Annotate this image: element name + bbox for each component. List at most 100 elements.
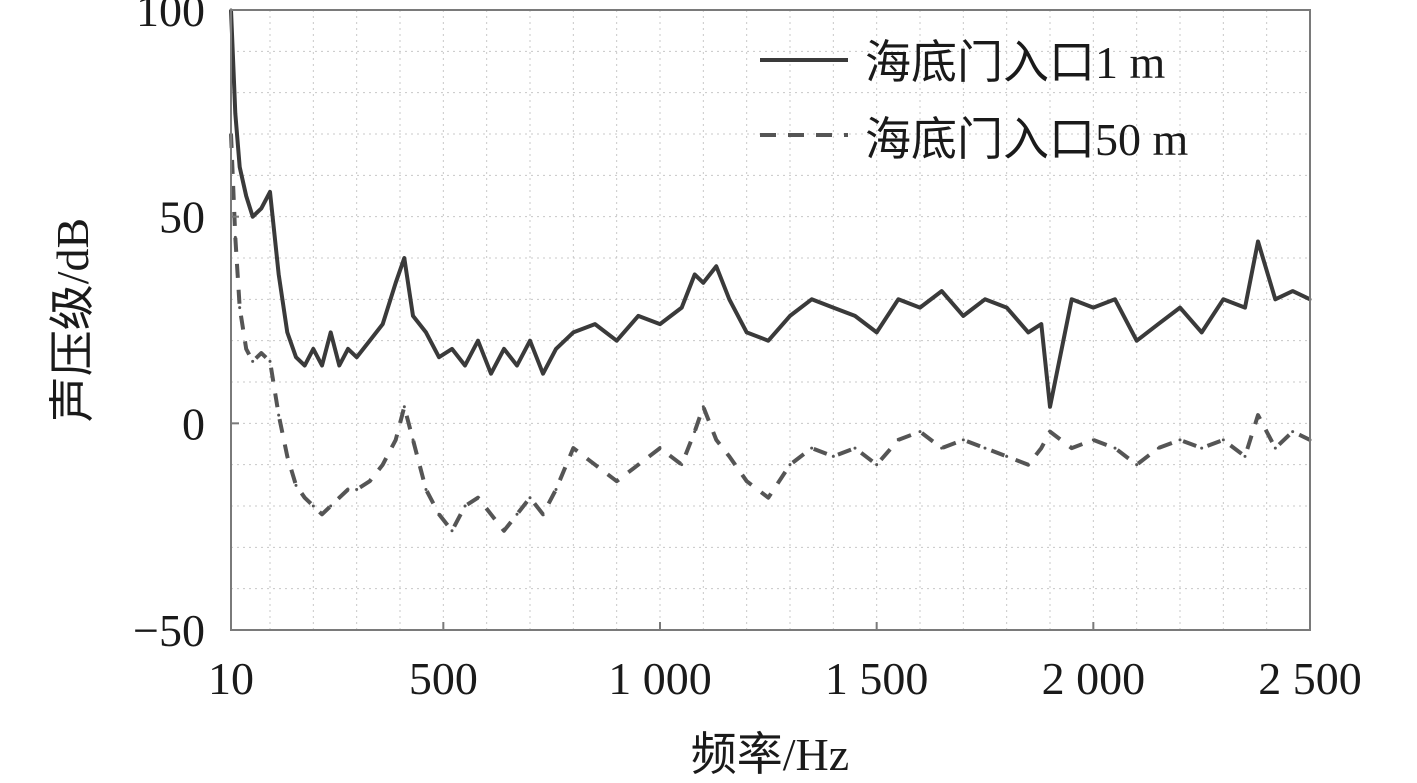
data-point-1m	[875, 330, 879, 334]
data-point-1m	[346, 347, 350, 351]
data-point-1m	[788, 314, 792, 318]
data-point-1m	[1113, 297, 1117, 301]
data-point-50m	[680, 463, 684, 467]
data-point-1m	[745, 330, 749, 334]
data-point-50m	[1273, 446, 1277, 450]
data-point-1m	[940, 289, 944, 293]
data-point-50m	[381, 463, 385, 467]
data-point-1m	[658, 322, 662, 326]
data-point-1m	[476, 339, 480, 343]
data-point-1m	[411, 314, 415, 318]
data-point-50m	[238, 306, 242, 310]
series-line-50m	[229, 133, 1311, 533]
data-point-1m	[554, 347, 558, 351]
data-point-1m	[1070, 297, 1074, 301]
data-point-50m	[571, 446, 575, 450]
data-point-50m	[896, 438, 900, 442]
data-point-50m	[940, 446, 944, 450]
data-point-50m	[320, 512, 324, 516]
data-point-50m	[1221, 438, 1225, 442]
data-point-50m	[593, 463, 597, 467]
data-point-1m	[515, 363, 519, 367]
data-point-50m	[528, 496, 532, 500]
data-point-50m	[745, 479, 749, 483]
x-axis-title: 频率/Hz	[691, 729, 849, 780]
data-point-50m	[1113, 446, 1117, 450]
data-point-50m	[1135, 463, 1139, 467]
data-point-50m	[727, 454, 731, 458]
data-point-1m	[853, 314, 857, 318]
data-point-50m	[411, 438, 415, 442]
data-point-50m	[554, 487, 558, 491]
data-point-50m	[1048, 430, 1052, 434]
data-point-1m	[381, 322, 385, 326]
data-point-50m	[476, 496, 480, 500]
x-tick-label: 500	[409, 653, 478, 704]
data-point-1m	[233, 111, 237, 115]
data-point-1m	[259, 206, 263, 210]
data-point-50m	[463, 504, 467, 508]
y-tick-label: −50	[133, 605, 205, 656]
data-point-50m	[489, 512, 493, 516]
legend-label-series-2: 海底门入口50 m	[865, 114, 1189, 165]
data-point-50m	[355, 487, 359, 491]
data-point-1m	[268, 190, 272, 194]
data-point-1m	[1256, 239, 1260, 243]
data-point-50m	[701, 405, 705, 409]
y-tick-label: 0	[182, 398, 205, 449]
data-point-50m	[450, 529, 454, 533]
data-point-50m	[1291, 430, 1295, 434]
data-point-1m	[896, 297, 900, 301]
data-point-50m	[983, 446, 987, 450]
data-point-50m	[541, 512, 545, 516]
legend-label-series-1: 海底门入口1 m	[865, 37, 1166, 88]
data-point-50m	[831, 454, 835, 458]
data-point-50m	[515, 512, 519, 516]
data-point-1m	[701, 281, 705, 285]
data-point-1m	[1243, 306, 1247, 310]
x-tick-label: 2 000	[1042, 653, 1146, 704]
tick-labels: 10 500 1 000 1 500 2 000 2 500 −50 0 50 100	[133, 0, 1362, 704]
data-point-50m	[766, 496, 770, 500]
data-point-50m	[788, 463, 792, 467]
data-point-50m	[394, 438, 398, 442]
data-point-50m	[1005, 454, 1009, 458]
data-point-50m	[368, 479, 372, 483]
data-point-1m	[303, 363, 307, 367]
data-point-50m	[303, 496, 307, 500]
plot-frame	[230, 9, 1311, 631]
data-point-1m	[502, 347, 506, 351]
data-point-50m	[1091, 438, 1095, 442]
data-point-50m	[1039, 446, 1043, 450]
data-point-1m	[1273, 297, 1277, 301]
data-point-1m	[329, 330, 333, 334]
data-point-1m	[680, 306, 684, 310]
data-point-1m	[1221, 297, 1225, 301]
data-point-1m	[727, 297, 731, 301]
data-point-1m	[1005, 306, 1009, 310]
data-point-1m	[489, 372, 493, 376]
data-point-50m	[337, 496, 341, 500]
data-point-50m	[853, 446, 857, 450]
data-point-1m	[541, 372, 545, 376]
data-point-50m	[693, 430, 697, 434]
data-point-1m	[766, 339, 770, 343]
data-point-1m	[437, 355, 441, 359]
y-tick-label: 50	[159, 192, 205, 243]
data-point-50m	[961, 438, 965, 442]
data-point-50m	[437, 512, 441, 516]
data-point-1m	[1200, 330, 1204, 334]
data-point-50m	[329, 504, 333, 508]
data-point-1m	[1135, 339, 1139, 343]
x-tick-label: 2 500	[1258, 653, 1362, 704]
series-line-1m	[229, 9, 1311, 409]
data-point-50m	[244, 347, 248, 351]
data-point-50m	[424, 487, 428, 491]
data-point-1m	[1039, 322, 1043, 326]
data-point-1m	[810, 297, 814, 301]
data-point-50m	[502, 529, 506, 533]
x-tick-label: 1 500	[825, 653, 929, 704]
data-point-1m	[961, 314, 965, 318]
data-point-50m	[294, 483, 298, 487]
